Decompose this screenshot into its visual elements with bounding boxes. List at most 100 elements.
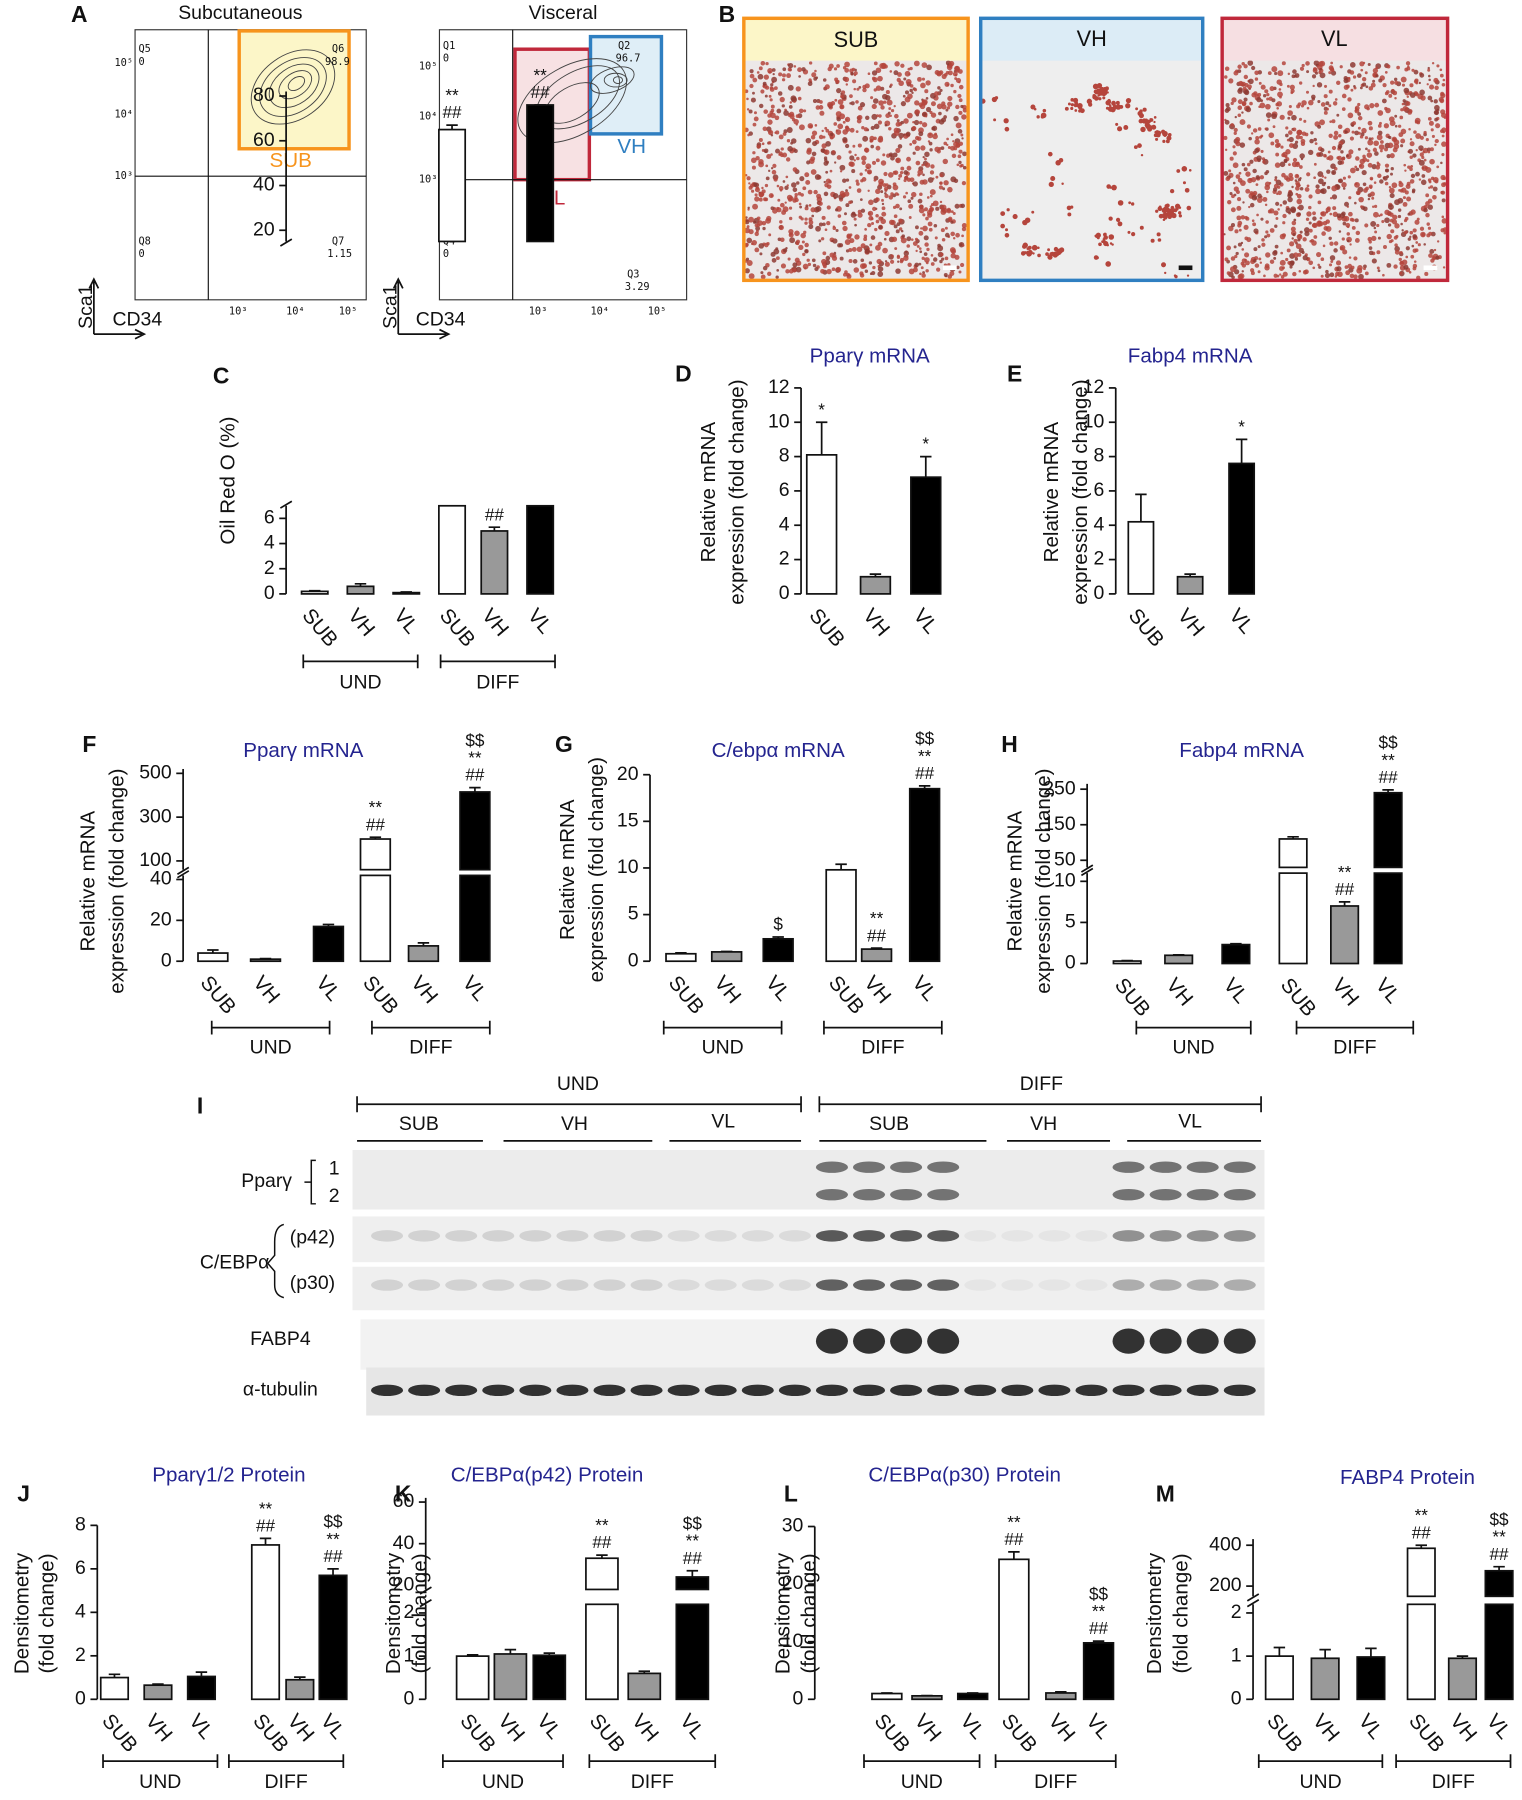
stain-dot xyxy=(849,259,853,263)
blot-band xyxy=(1224,1279,1256,1290)
bar xyxy=(439,506,465,594)
stain-dot xyxy=(1256,175,1260,179)
stain-dot xyxy=(769,95,772,98)
stain-dot xyxy=(825,228,828,231)
stain-dot xyxy=(958,271,961,274)
stain-dot xyxy=(772,164,776,168)
stain-dot xyxy=(1345,223,1350,228)
stain-dot xyxy=(1336,260,1341,265)
x-tick-label: VH xyxy=(1327,974,1363,1011)
stain-dot xyxy=(771,77,777,83)
stain-dot xyxy=(1404,88,1410,94)
stain-dot xyxy=(1411,69,1414,72)
stain-dot xyxy=(906,132,911,137)
stain-dot xyxy=(1330,255,1335,260)
blot-band xyxy=(816,1385,848,1396)
stain-dot xyxy=(764,74,769,79)
stain-dot xyxy=(1381,220,1384,223)
stain-dot xyxy=(842,221,847,226)
scale-bar xyxy=(1424,265,1438,270)
tick-label: 10³ xyxy=(114,170,133,182)
stain-dot xyxy=(1350,62,1356,68)
stain-dot xyxy=(836,64,840,68)
stain-dot xyxy=(1391,167,1394,170)
stain-dot xyxy=(757,220,763,226)
y-axis-label: (fold change) xyxy=(1170,1553,1193,1673)
stain-dot xyxy=(938,112,942,116)
stain-dot xyxy=(950,221,953,224)
stain-dot xyxy=(1279,83,1282,86)
stain-dot xyxy=(962,244,964,246)
blot-band xyxy=(1075,1279,1107,1290)
stain-dot xyxy=(1412,190,1415,193)
blot-label: α-tubulin xyxy=(243,1378,318,1400)
stain-dot xyxy=(1265,220,1269,224)
stain-dot xyxy=(1005,228,1008,231)
stain-dot xyxy=(1240,119,1246,125)
stain-dot xyxy=(1234,132,1237,135)
stain-dot xyxy=(1071,103,1074,106)
bar xyxy=(251,959,281,961)
stain-dot xyxy=(1312,85,1314,87)
stain-dot xyxy=(1252,222,1256,226)
stain-dot xyxy=(1428,75,1431,78)
stain-dot xyxy=(802,186,806,190)
group-bracket xyxy=(1396,1754,1510,1768)
stain-dot xyxy=(767,119,772,124)
stain-dot xyxy=(1432,135,1435,138)
stain-dot xyxy=(1230,266,1236,272)
stain-dot xyxy=(1134,145,1138,149)
stain-dot xyxy=(840,105,844,109)
stain-dot xyxy=(1131,232,1135,236)
stain-dot xyxy=(1408,149,1413,154)
stain-dot xyxy=(1370,191,1375,196)
stain-dot xyxy=(1285,126,1288,129)
y-tick-label: 0 xyxy=(1231,1687,1242,1709)
bar xyxy=(712,952,742,961)
stain-dot xyxy=(1388,136,1391,139)
bar xyxy=(1178,577,1203,594)
stain-dot xyxy=(806,138,812,144)
bar xyxy=(807,455,837,594)
x-tick-label: VH xyxy=(1044,1710,1080,1747)
stain-dot xyxy=(872,207,876,211)
y-tick-label: 0 xyxy=(779,582,790,604)
stain-dot xyxy=(1313,235,1317,239)
y-tick-label: 10 xyxy=(768,410,790,432)
stain-dot xyxy=(1047,248,1050,251)
stain-dot xyxy=(1179,214,1182,217)
stain-dot xyxy=(1423,243,1426,246)
quadrant-name: Q7 xyxy=(332,235,344,247)
stain-dot xyxy=(1320,217,1323,220)
stain-dot xyxy=(1275,143,1280,148)
stain-dot xyxy=(1253,91,1257,95)
stain-dot xyxy=(1389,116,1395,122)
stain-dot xyxy=(1067,212,1071,216)
stain-dot xyxy=(1440,68,1443,71)
stain-dot xyxy=(845,119,847,121)
stain-dot xyxy=(1402,84,1405,87)
stain-dot xyxy=(910,84,914,88)
stain-dot xyxy=(794,231,800,237)
stain-dot xyxy=(945,227,948,230)
stain-dot xyxy=(805,204,808,207)
stain-dot xyxy=(1354,166,1357,169)
y-tick-label: 4 xyxy=(264,532,275,554)
stain-dot xyxy=(1105,100,1110,105)
x-tick-label: SUB xyxy=(1110,974,1155,1021)
stain-dot xyxy=(1341,212,1345,216)
stain-dot xyxy=(950,84,953,87)
stain-dot xyxy=(934,147,939,152)
stain-dot xyxy=(1400,139,1405,144)
y-tick-label: 50 xyxy=(1054,848,1076,870)
group-bracket xyxy=(103,1754,217,1768)
blot-band xyxy=(668,1230,700,1241)
stain-dot xyxy=(1326,211,1329,214)
stain-dot xyxy=(922,100,925,103)
bar-chart: COil Red O (%)024620406080SUBVHVL**##SUB… xyxy=(213,65,557,693)
stain-dot xyxy=(1320,212,1324,216)
stain-dot xyxy=(1266,112,1272,118)
stain-dot xyxy=(927,132,933,138)
stain-dot xyxy=(1102,92,1106,96)
group-label: UND xyxy=(482,1771,524,1793)
